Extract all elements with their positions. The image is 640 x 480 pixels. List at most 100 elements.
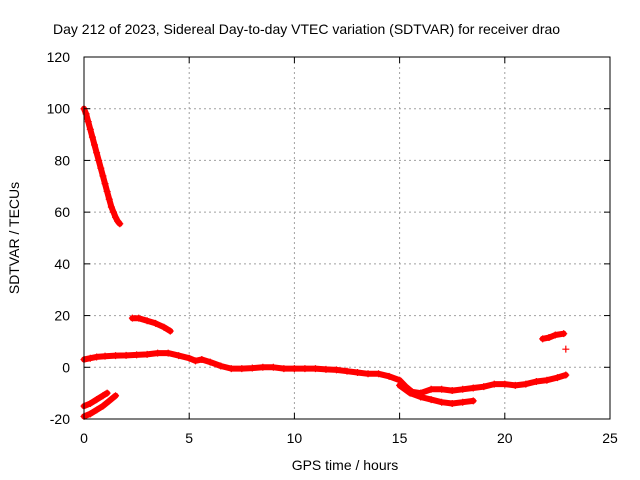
data-point — [112, 213, 120, 221]
data-point — [248, 364, 256, 372]
data-point — [396, 381, 404, 389]
data-point — [192, 357, 200, 365]
series-low-line-lower — [80, 392, 120, 420]
data-point — [112, 352, 120, 360]
x-tick-label: 5 — [185, 430, 193, 446]
data-point — [469, 397, 477, 405]
x-tick-label: 15 — [392, 430, 408, 446]
data-point — [99, 402, 107, 410]
chart-title: Day 212 of 2023, Sidereal Day-to-day VTE… — [53, 21, 560, 37]
data-point — [343, 367, 351, 375]
y-tick-label: 20 — [54, 308, 70, 324]
data-point — [91, 141, 99, 149]
data-point — [128, 314, 136, 322]
data-point — [522, 380, 530, 388]
data-point — [227, 365, 235, 373]
series-band — [81, 350, 569, 397]
data-point — [86, 399, 94, 407]
y-tick-label: 100 — [47, 101, 71, 117]
y-tick-label: 0 — [62, 359, 70, 375]
series-steep-decline — [80, 105, 124, 228]
data-point — [154, 349, 162, 357]
x-tick-label: 25 — [602, 430, 618, 446]
data-point — [135, 314, 143, 322]
data-point — [109, 208, 117, 216]
y-tick-label: 40 — [54, 256, 70, 272]
data-point — [112, 392, 120, 400]
data-point — [280, 365, 288, 373]
data-point — [99, 172, 107, 180]
x-tick-label: 20 — [497, 430, 513, 446]
data-point — [143, 350, 151, 358]
data-point — [101, 180, 109, 188]
data-point — [406, 389, 414, 397]
data-point — [375, 370, 383, 378]
data-point — [385, 372, 393, 380]
x-tick-labels: 0 5 10 15 20 25 — [80, 430, 618, 446]
data-point — [88, 133, 96, 141]
data-point — [459, 398, 467, 406]
data-point — [198, 356, 206, 364]
y-tick-label: 60 — [54, 204, 70, 220]
y-axis-label: SDTVAR / TECUs — [6, 182, 22, 294]
data-point — [95, 156, 103, 164]
data-point — [116, 220, 124, 228]
data-point — [459, 385, 467, 393]
series-band — [129, 315, 174, 335]
y-tick-label: 120 — [47, 49, 71, 65]
data-point — [206, 358, 214, 366]
data-point — [448, 387, 456, 395]
data-point — [438, 385, 446, 393]
data-point — [93, 149, 101, 157]
x-axis-label: GPS time / hours — [292, 457, 399, 473]
data-point — [480, 383, 488, 391]
data-point — [301, 365, 309, 373]
data-point — [152, 319, 160, 327]
data-point — [133, 351, 141, 359]
data-points — [80, 105, 570, 420]
data-point — [143, 317, 151, 325]
data-point — [259, 363, 267, 371]
data-point — [93, 406, 101, 414]
data-point — [103, 187, 111, 195]
data-point — [311, 365, 319, 373]
data-point — [160, 323, 168, 331]
data-point — [490, 380, 498, 388]
data-point — [86, 125, 94, 133]
grid-lines — [84, 57, 610, 419]
data-point — [543, 376, 551, 384]
y-tick-label: 80 — [54, 152, 70, 168]
data-point — [101, 352, 109, 360]
x-tick-label: 0 — [80, 430, 88, 446]
x-tick-label: 10 — [287, 430, 303, 446]
data-point — [86, 354, 94, 362]
data-point — [553, 374, 561, 382]
data-point — [427, 385, 435, 393]
data-point — [185, 354, 193, 362]
data-point — [269, 363, 277, 371]
data-point — [448, 399, 456, 407]
y-tick-label: -20 — [50, 411, 70, 427]
data-point — [354, 368, 362, 376]
data-point — [86, 410, 94, 418]
data-point — [562, 371, 570, 379]
y-tick-labels: -20 0 20 40 60 80 100 120 — [47, 49, 71, 427]
data-point — [105, 397, 113, 405]
series-main-trace — [80, 349, 570, 397]
series-isolated-point — [562, 345, 570, 353]
data-point — [545, 334, 553, 342]
plot-frame — [83, 56, 611, 420]
data-point — [469, 384, 477, 392]
data-point — [417, 393, 425, 401]
data-point — [364, 370, 372, 378]
series-late-segment — [539, 330, 568, 343]
data-point — [103, 389, 111, 397]
data-point — [562, 345, 570, 353]
data-point — [84, 118, 92, 126]
data-point — [427, 396, 435, 404]
data-point — [93, 396, 101, 404]
data-point — [332, 366, 340, 374]
data-point — [238, 365, 246, 373]
data-point — [438, 398, 446, 406]
